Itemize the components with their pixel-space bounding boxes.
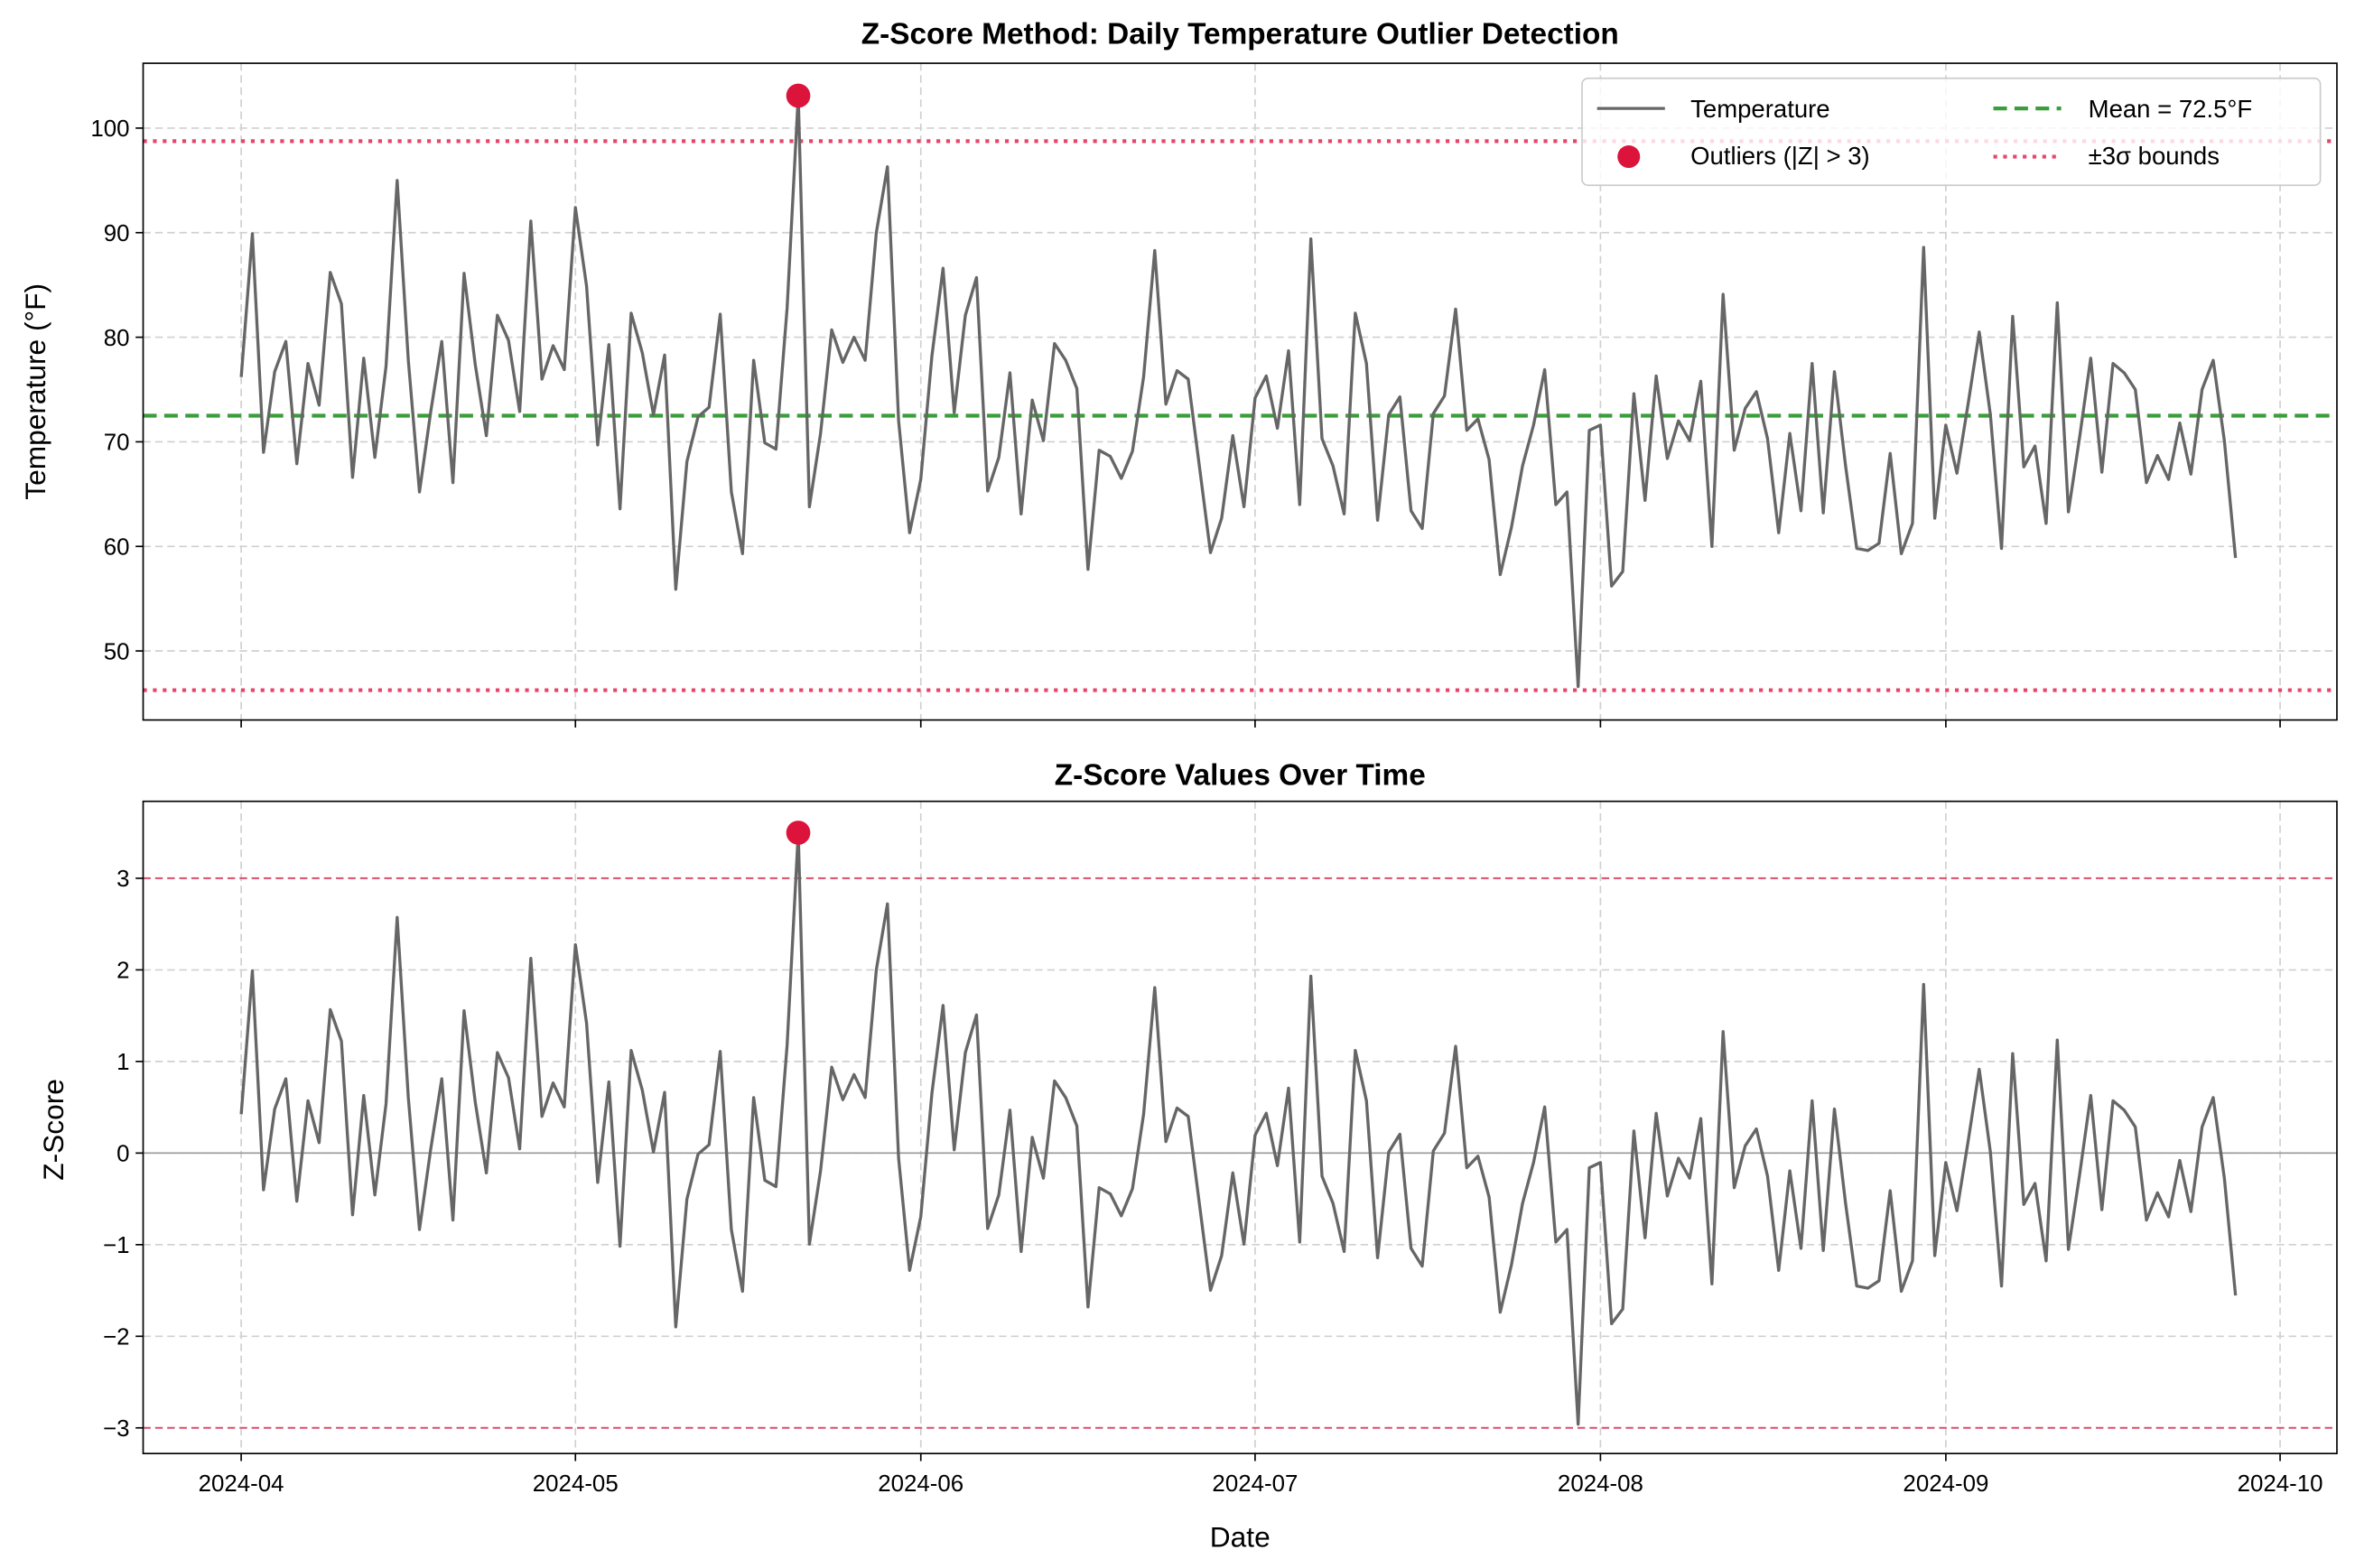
zscore-chart-title: Z-Score Values Over Time: [1055, 758, 1426, 792]
y-tick-label: 90: [104, 221, 130, 246]
y-tick-label: −2: [103, 1324, 129, 1350]
temperature-chart-title: Z-Score Method: Daily Temperature Outlie…: [861, 17, 1619, 51]
legend-bounds-label: ±3σ bounds: [2089, 142, 2220, 170]
legend-outlier-swatch: [1617, 145, 1641, 169]
temperature-axes-frame: [142, 62, 2338, 721]
zscore-axes-frame: [142, 800, 2338, 1455]
y-tick-label: 3: [116, 867, 129, 892]
y-tick-label: 70: [104, 431, 130, 456]
x-tick-label: 2024-08: [1558, 1471, 1643, 1497]
zscore-line: [239, 830, 2238, 1426]
legend-box: [1581, 77, 2322, 187]
x-tick-label: 2024-07: [1212, 1471, 1298, 1497]
x-axis-label: Date: [1210, 1521, 1271, 1554]
legend-outlier-label: Outliers (|Z| > 3): [1690, 142, 1870, 170]
y-tick-label: 100: [90, 116, 129, 142]
y-tick-label: 1: [116, 1050, 129, 1075]
zscore-panel: Z-Score Values Over Time −3 −2 −1 0 1 2 3 2024…: [37, 758, 2338, 1554]
temperature-y-axis-label: Temperature (°F): [19, 283, 51, 500]
legend-mean-label: Mean = 72.5°F: [2089, 95, 2253, 123]
outlier-marker: [786, 83, 811, 108]
y-tick-label: 80: [104, 326, 130, 351]
legend: Temperature Outliers (|Z| > 3) Mean = 72…: [1581, 77, 2322, 187]
x-tick-label: 2024-05: [533, 1471, 619, 1497]
temperature-line: [239, 94, 2238, 689]
temperature-panel: Z-Score Method: Daily Temperature Outlie…: [19, 17, 2338, 728]
zscore-y-axis-label: Z-Score: [37, 1079, 70, 1181]
y-tick-label: 50: [104, 639, 130, 664]
legend-temperature-label: Temperature: [1690, 95, 1829, 123]
zscore-outlier-marker: [786, 821, 811, 845]
y-tick-label: 60: [104, 534, 130, 560]
x-tick-label: 2024-10: [2238, 1471, 2323, 1497]
y-tick-label: 2: [116, 959, 129, 984]
x-tick-label: 2024-09: [1903, 1471, 1988, 1497]
x-tick-label: 2024-04: [199, 1471, 284, 1497]
y-tick-label: −3: [103, 1416, 129, 1442]
y-tick-label: −1: [103, 1233, 129, 1258]
x-tick-label: 2024-06: [878, 1471, 963, 1497]
y-tick-label: 0: [116, 1142, 129, 1167]
